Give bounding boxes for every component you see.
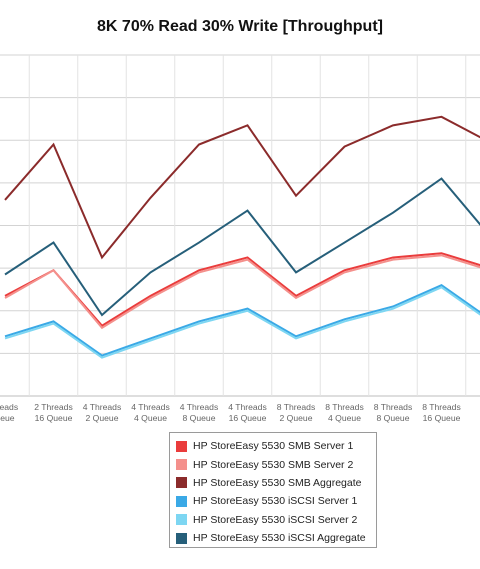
legend: HP StoreEasy 5530 SMB Server 1 HP StoreEa…: [169, 432, 377, 548]
series-line-0: [4, 252, 480, 327]
legend-label: HP StoreEasy 5530 iSCSI Server 2: [193, 513, 358, 526]
x-tick-label: 2 Threads 16 Queue: [34, 402, 73, 423]
series-lines: [4, 115, 480, 359]
legend-swatch: [176, 532, 187, 544]
legend-swatch: [176, 459, 187, 471]
legend-swatch: [176, 477, 187, 489]
x-tick-label: 8 Threads 8 Queue: [374, 402, 413, 423]
series-line-1: [4, 254, 480, 330]
series-line-4: [4, 286, 480, 359]
legend-label: HP StoreEasy 5530 iSCSI Server 1: [193, 495, 358, 508]
x-tick-label: 8 Threads 2 Queue: [277, 402, 316, 423]
legend-label: HP StoreEasy 5530 SMB Server 2: [193, 458, 354, 471]
legend-item: HP StoreEasy 5530 SMB Server 2: [176, 455, 376, 473]
legend-label: HP StoreEasy 5530 SMB Aggregate: [193, 476, 362, 489]
legend-item: HP StoreEasy 5530 iSCSI Aggregate: [176, 529, 376, 547]
series-line-2: [4, 115, 480, 260]
legend-swatch: [176, 495, 187, 507]
gridlines: [0, 54, 480, 397]
legend-item: HP StoreEasy 5530 SMB Server 1: [176, 437, 376, 455]
legend-swatch: [176, 514, 187, 526]
legend-label: HP StoreEasy 5530 iSCSI Aggregate: [193, 532, 366, 545]
x-tick-label: 8 Threads 16 Queue: [422, 402, 461, 423]
chart-title: 8K 70% Read 30% Write [Throughput]: [97, 18, 383, 35]
x-tick-label: 4 Threads 4 Queue: [131, 402, 170, 423]
x-tick-label: 8 Threads 4 Queue: [325, 402, 364, 423]
x-tick-label: 4 Threads 16 Queue: [228, 402, 267, 423]
legend-item: HP StoreEasy 5530 iSCSI Server 1: [176, 492, 376, 510]
x-tick-label: 4 Threads 2 Queue: [83, 402, 122, 423]
legend-swatch: [176, 440, 187, 452]
series-line-5: [4, 177, 480, 317]
series-line-3: [4, 284, 480, 357]
x-tick-label: 4 Threads 8 Queue: [180, 402, 219, 423]
legend-item: HP StoreEasy 5530 SMB Aggregate: [176, 474, 376, 492]
legend-label: HP StoreEasy 5530 SMB Server 1: [193, 440, 354, 453]
x-tick-label: hreadsueue: [0, 402, 18, 423]
legend-item: HP StoreEasy 5530 iSCSI Server 2: [176, 511, 376, 529]
